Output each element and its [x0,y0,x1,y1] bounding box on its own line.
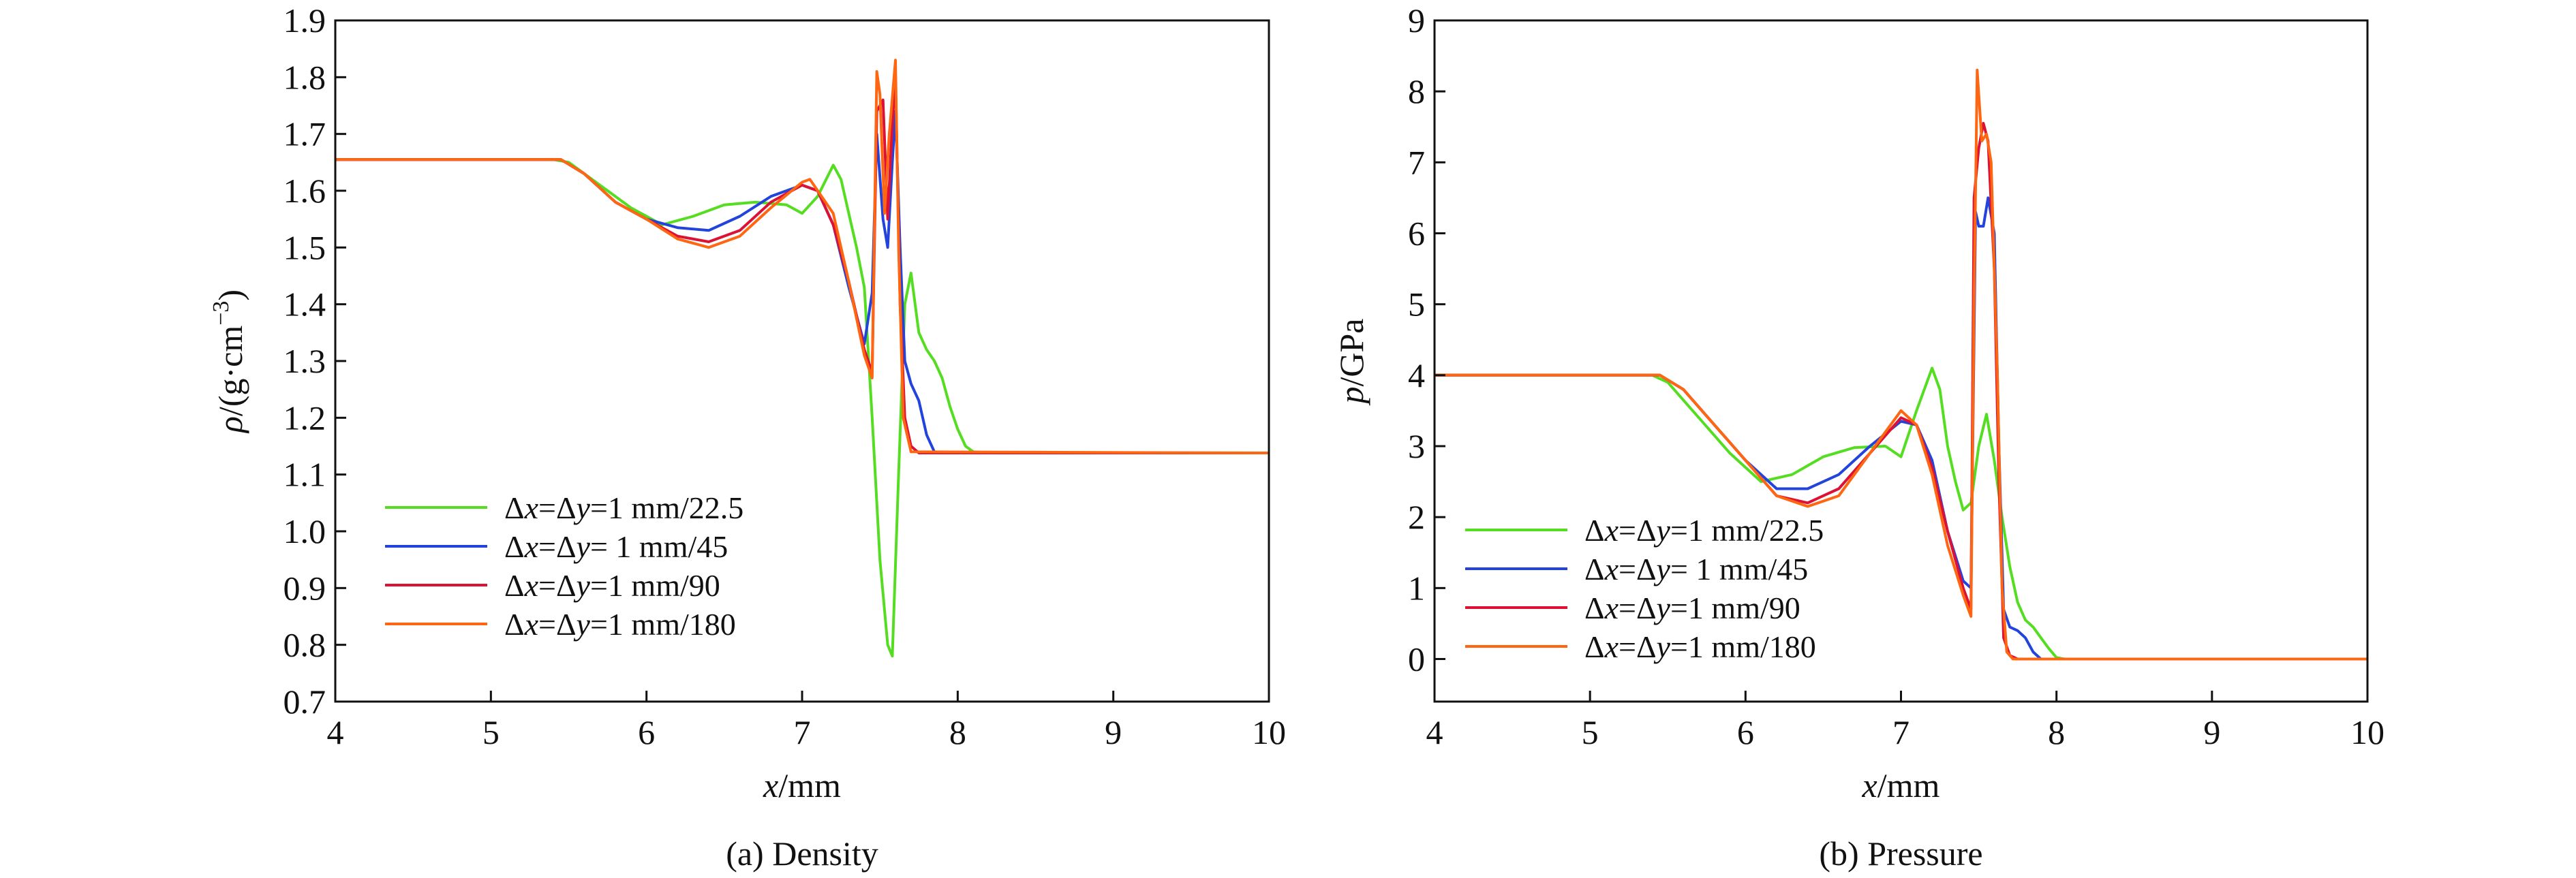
x-tick-label: 6 [1737,713,1754,751]
legend-label: Δx=Δy=1 mm/180 [504,607,736,642]
plot-frame [334,19,1270,703]
series-line-1 [335,110,1269,454]
series-line-2 [335,76,1269,454]
y-tick-label: 0.9 [283,569,326,607]
y-tick-label: 1.5 [283,228,326,266]
series-line-1 [1435,196,2367,661]
x-tick-label: 4 [327,713,344,751]
pressure-chart-panel: 4 5 6 7 8 9 10 0 1 2 3 4 5 6 7 8 9 x/mm p/GPa (b) Pressure Δ… [1332,1,2385,873]
x-tick-label: 5 [482,713,500,751]
legend-label: Δx=Δy=1 mm/22.5 [504,490,743,525]
y-tick-label: 0.8 [283,626,326,664]
x-tick-label: 4 [1426,713,1443,751]
legend-label: Δx=Δy= 1 mm/45 [1584,552,1808,586]
y-tick-label: 2 [1408,498,1425,536]
x-tick-label: 5 [1582,713,1599,751]
series-line-3 [335,59,1269,454]
y-tick-label: 3 [1408,427,1425,465]
y-tick-label: 1.6 [283,172,326,210]
x-axis-label: x/mm [1862,766,1940,804]
legend-label: Δx=Δy=1 mm/22.5 [1584,513,1824,548]
y-tick-label: 1.3 [283,342,326,380]
plot-frame [1433,19,2369,703]
y-axis-label: ρ/(g·cm−3) [209,289,249,434]
y-tick-label: 8 [1408,72,1425,110]
y-tick-label: 0.7 [283,683,326,721]
panel-caption: (a) Density [726,834,878,873]
series-line-0 [335,158,1269,658]
legend-label: Δx=Δy=1 mm/90 [504,568,720,603]
y-tick-label: 0 [1408,640,1425,678]
y-tick-label: 9 [1408,1,1425,40]
density-chart-panel: 4 5 6 7 8 9 10 0.7 0.8 0.9 1.0 1.1 1.2 1.3 1.4 1.5 1.6 1.… [209,1,1286,873]
x-tick-label: 9 [2203,713,2220,751]
legend: Δx=Δy=1 mm/22.5 Δx=Δy= 1 mm/45 Δx=Δy=1 mm/… [1465,513,1824,664]
x-tick-label: 7 [794,713,811,751]
y-tick-label: 1.8 [283,58,326,96]
series-line-3 [1435,68,2367,661]
series-line-0 [1435,366,2367,661]
series-line-2 [1435,122,2367,661]
x-axis-label: x/mm [763,766,841,804]
legend-label: Δx=Δy= 1 mm/45 [504,529,728,564]
y-tick-label: 1.4 [283,285,326,324]
x-tick-label: 10 [1252,713,1286,751]
x-tick-label: 7 [1892,713,1910,751]
y-tick-label: 4 [1408,356,1425,394]
x-tick-label: 8 [2048,713,2065,751]
legend-label: Δx=Δy=1 mm/180 [1584,629,1816,664]
y-tick-label: 1.2 [283,398,326,437]
y-tick-label: 6 [1408,215,1425,253]
y-tick-label: 1.7 [283,115,326,153]
x-tick-label: 9 [1105,713,1122,751]
y-tick-label: 5 [1408,285,1425,324]
y-tick-label: 1.9 [283,1,326,40]
y-axis-label: p/GPa [1332,319,1370,406]
y-tick-label: 1.1 [283,456,326,494]
x-tick-label: 10 [2350,713,2385,751]
y-tick-label: 1 [1408,569,1425,607]
series-group [335,59,1269,658]
x-tick-label: 6 [638,713,655,751]
legend-label: Δx=Δy=1 mm/90 [1584,591,1800,625]
y-tick-label: 7 [1408,143,1425,181]
series-group [1435,68,2367,661]
panel-caption: (b) Pressure [1819,834,1982,873]
x-tick-label: 8 [949,713,966,751]
y-tick-label: 1.0 [283,512,326,550]
legend: Δx=Δy=1 mm/22.5 Δx=Δy= 1 mm/45 Δx=Δy=1 mm/… [385,490,743,642]
